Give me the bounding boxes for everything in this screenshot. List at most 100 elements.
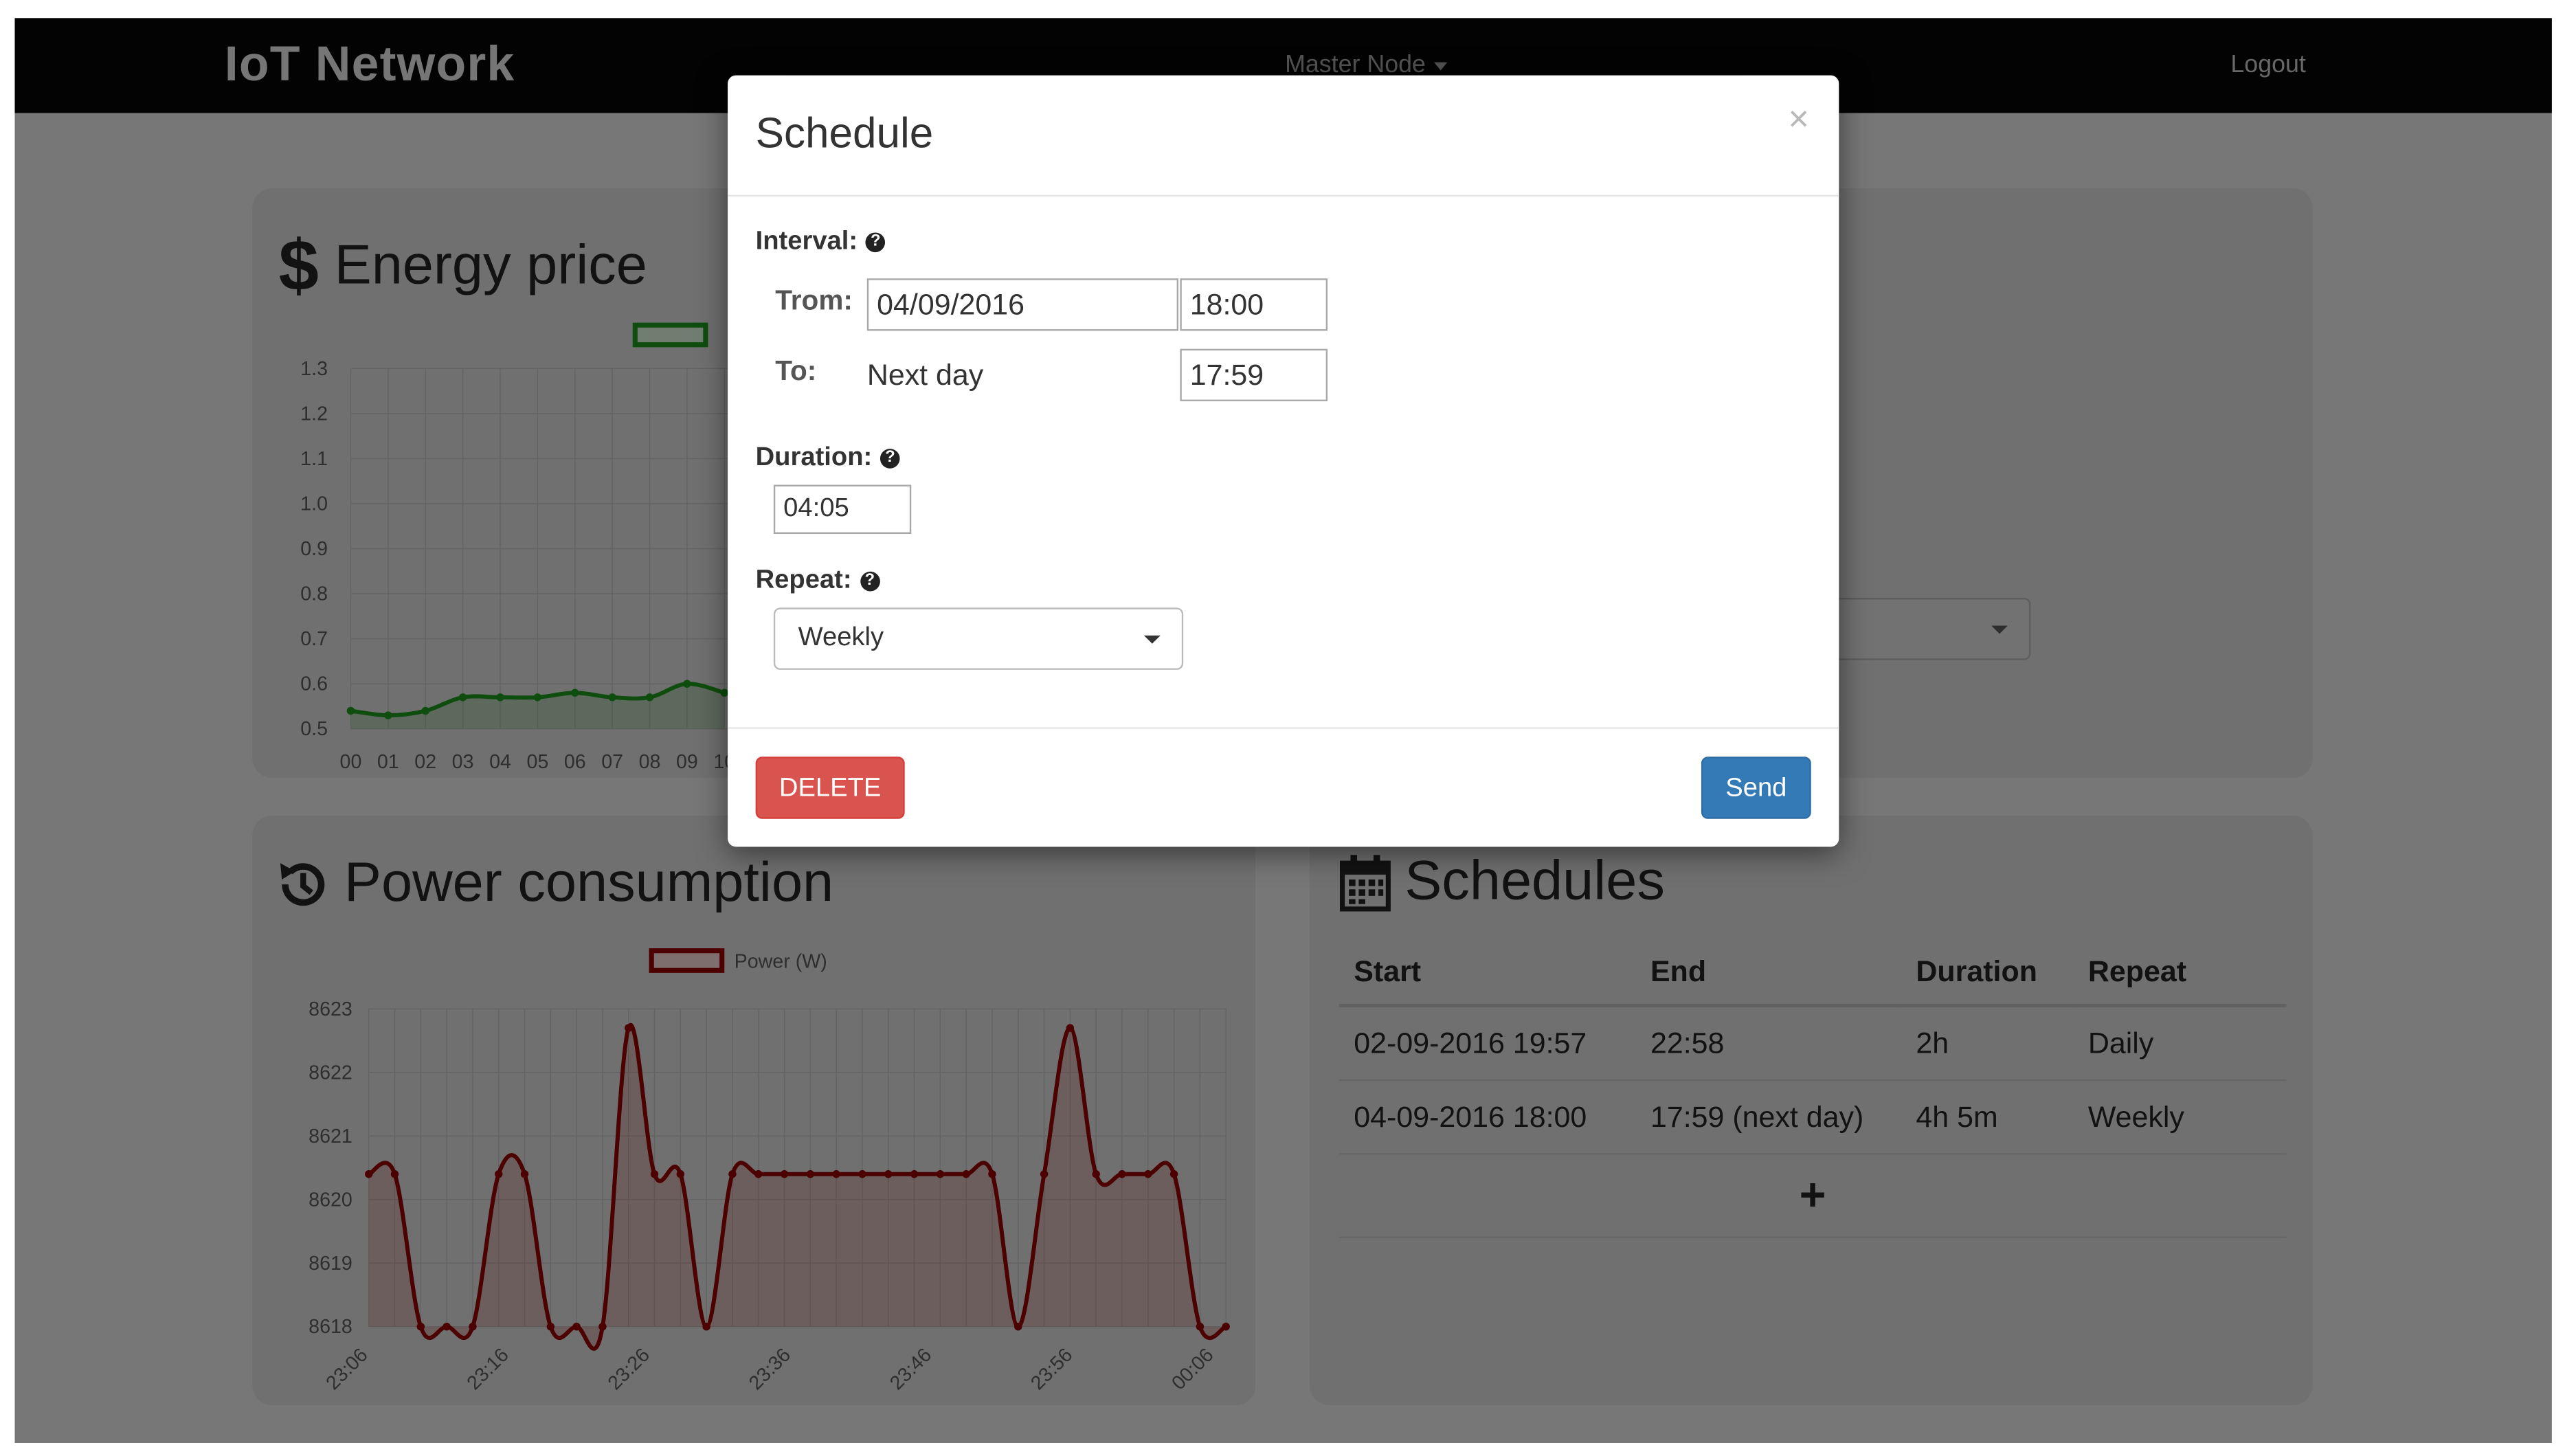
x-tick-label: 09 — [676, 751, 698, 773]
plus-icon: + — [1799, 1169, 1826, 1220]
energy-price-title: Energy price — [334, 233, 647, 296]
background-select[interactable] — [1826, 598, 2031, 660]
close-icon[interactable]: × — [1788, 98, 1810, 139]
schedules-heading: Schedules — [1339, 850, 1665, 914]
cell-end: 22:58 — [1635, 1005, 1901, 1082]
data-point — [494, 1170, 503, 1178]
column-header-end[interactable]: End — [1635, 938, 1901, 1007]
data-point — [572, 1322, 581, 1331]
data-point — [443, 1322, 451, 1331]
table-row[interactable]: 04-09-2016 18:00 17:59 (next day) 4h 5m … — [1338, 1079, 2287, 1155]
column-header-duration[interactable]: Duration — [1901, 938, 2074, 1007]
data-point — [458, 693, 467, 702]
data-point — [416, 1322, 425, 1331]
cell-start: 04-09-2016 18:00 — [1338, 1079, 1636, 1155]
calendar-icon — [1339, 854, 1391, 911]
column-header-start[interactable]: Start — [1338, 938, 1636, 1007]
power-line — [368, 1023, 1227, 1351]
brand-logo[interactable]: IoT Network — [224, 37, 515, 92]
data-point — [676, 1170, 685, 1178]
to-day-text: Next day — [866, 359, 984, 392]
svg-text:$: $ — [279, 227, 319, 303]
table-row[interactable]: 02-09-2016 19:57 22:58 2h Daily — [1338, 1005, 2287, 1082]
power-area — [368, 1024, 1227, 1349]
top-navbar: IoT Network Master Node Logout — [14, 18, 2552, 113]
data-point — [384, 711, 392, 719]
to-time-input[interactable] — [1180, 348, 1328, 401]
history-icon — [280, 862, 325, 906]
data-point — [720, 688, 729, 697]
y-tick-label: 0.5 — [300, 718, 328, 740]
power-legend-swatch[interactable] — [649, 948, 725, 973]
caret-down-icon — [1991, 625, 2008, 634]
y-tick-label: 8621 — [309, 1125, 352, 1147]
repeat-select[interactable]: Weekly — [773, 607, 1184, 670]
data-point — [625, 1024, 633, 1032]
data-point — [650, 1170, 659, 1178]
y-tick-label: 0.8 — [300, 583, 328, 605]
data-point — [1040, 1170, 1049, 1178]
page-frame: IoT Network Master Node Logout $ Energy … — [14, 18, 2552, 1443]
logout-link[interactable]: Logout — [2230, 50, 2306, 79]
data-point — [1066, 1024, 1075, 1032]
add-schedule-button[interactable]: + — [1338, 1154, 2287, 1239]
data-point — [910, 1170, 919, 1178]
delete-button[interactable]: DELETE — [755, 757, 905, 819]
data-point — [469, 1322, 477, 1331]
dollar-icon: $ — [279, 227, 319, 303]
from-date-input[interactable] — [866, 278, 1179, 331]
y-tick-label: 0.9 — [300, 538, 328, 560]
x-tick-label: 00 — [340, 751, 362, 773]
from-time-input[interactable] — [1180, 278, 1328, 331]
repeat-label: Repeat:? — [756, 567, 880, 596]
duration-label-text: Duration: — [755, 443, 873, 472]
data-point — [364, 1170, 373, 1178]
data-point — [832, 1170, 840, 1178]
cell-start: 02-09-2016 19:57 — [1338, 1005, 1636, 1082]
schedules-table: Start End Duration Repeat 02-09-2016 19:… — [1338, 938, 2287, 1239]
node-selector-dropdown[interactable]: Master Node — [1285, 50, 1447, 79]
data-point — [546, 1322, 555, 1331]
data-point — [936, 1170, 945, 1178]
data-point — [645, 693, 654, 702]
power-legend-label: Power (W) — [734, 950, 827, 973]
energy-price-chart: 1.3 1.2 1.1 1.0 0.9 0.8 0.7 0.6 0.5 00 01 02 03 04 05 0… — [300, 358, 912, 773]
x-tick-label: 02 — [414, 751, 436, 773]
interval-label-text: Interval: — [755, 227, 858, 256]
data-point — [533, 693, 542, 702]
data-point — [1222, 1322, 1230, 1331]
help-icon[interactable]: ? — [866, 232, 886, 253]
caret-down-icon — [1433, 61, 1447, 70]
schedule-modal: Schedule × Interval:? Trom: To: Next day… — [728, 75, 1839, 847]
data-point — [390, 1170, 399, 1178]
energy-legend-swatch[interactable] — [632, 322, 708, 348]
x-tick-label: 01 — [377, 751, 399, 773]
modal-footer-divider — [728, 727, 1839, 729]
data-point — [1014, 1322, 1022, 1331]
y-tick-label: 8619 — [309, 1253, 352, 1275]
modal-title: Schedule — [755, 108, 934, 157]
send-button[interactable]: Send — [1701, 757, 1811, 819]
help-icon[interactable]: ? — [880, 449, 900, 469]
data-point — [1092, 1170, 1100, 1178]
node-selector-label: Master Node — [1285, 50, 1426, 79]
data-point — [520, 1170, 529, 1178]
duration-input[interactable] — [773, 484, 912, 535]
data-point — [962, 1170, 970, 1178]
y-tick-label: 1.0 — [300, 493, 328, 515]
data-point — [858, 1170, 866, 1178]
cell-end: 17:59 (next day) — [1635, 1079, 1901, 1155]
x-tick-label: 07 — [601, 751, 623, 773]
data-point — [1196, 1322, 1205, 1331]
y-tick-label: 8623 — [309, 998, 352, 1020]
energy-price-heading: $ Energy price — [276, 227, 647, 303]
column-header-repeat[interactable]: Repeat — [2073, 938, 2287, 1007]
power-consumption-panel: Power consumption Power (W) 8623 8622 8621… — [252, 816, 1256, 1406]
data-point — [346, 706, 355, 715]
data-point — [608, 693, 616, 702]
y-tick-label: 8618 — [309, 1316, 352, 1338]
help-icon[interactable]: ? — [860, 571, 880, 592]
data-point — [571, 688, 579, 697]
